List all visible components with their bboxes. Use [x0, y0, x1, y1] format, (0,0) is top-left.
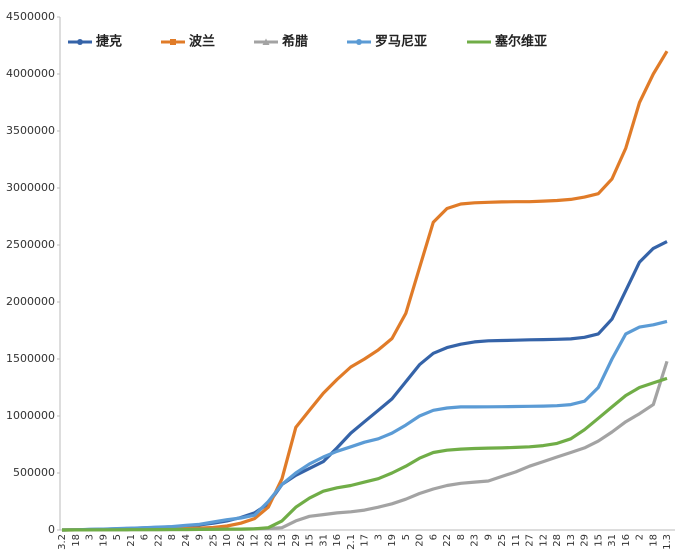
legend-label: 波兰 — [189, 34, 215, 50]
x-tick-label: 12 — [250, 534, 261, 547]
x-tick-label: 9 — [195, 534, 206, 540]
x-tick-label: 8 — [456, 534, 467, 540]
x-tick-label: 26 — [236, 534, 247, 547]
x-tick-label: 10 — [222, 534, 233, 547]
x-tick-label: 16 — [332, 534, 343, 547]
y-tick-label: 2000000 — [6, 295, 55, 308]
x-tick-label: 15 — [305, 534, 316, 547]
legend-marker — [170, 39, 176, 45]
x-tick-label: 25 — [497, 534, 508, 547]
x-tick-label: 3 — [373, 534, 384, 540]
legend-marker — [262, 38, 270, 45]
x-tick-label: 9 — [483, 534, 494, 540]
x-tick-label: 17 — [360, 534, 371, 547]
y-tick-label: 500000 — [13, 466, 55, 479]
x-tick-label: 31 — [607, 534, 618, 547]
legend-label: 捷克 — [96, 34, 122, 50]
x-tick-label: 5 — [401, 534, 412, 540]
x-tick-label: 18 — [648, 534, 659, 547]
x-tick-label: 12 — [538, 534, 549, 547]
y-tick-label: 3000000 — [6, 181, 55, 194]
series-line — [61, 319, 668, 532]
series-line — [61, 50, 669, 532]
legend-label: 罗马尼亚 — [375, 35, 427, 50]
series-line — [61, 240, 668, 532]
legend-marker — [356, 39, 362, 45]
x-tick-label: 13 — [277, 534, 288, 547]
x-tick-label: 5 — [112, 534, 123, 540]
x-tick-label: 1.3 — [662, 534, 673, 550]
x-tick-label: 28 — [263, 534, 274, 547]
y-tick-label: 0 — [48, 523, 55, 536]
x-tick-label: 29 — [580, 534, 591, 547]
x-tick-label: 13 — [566, 534, 577, 547]
x-tick-label: 6 — [140, 534, 151, 540]
x-tick-label: 15 — [593, 534, 604, 547]
x-tick-label: 20 — [415, 534, 426, 547]
series-line — [61, 376, 668, 532]
y-tick-label: 4500000 — [6, 10, 55, 23]
x-tick-label: 23 — [470, 534, 481, 547]
legend-label: 塞尔维亚 — [495, 34, 547, 50]
series-line — [61, 360, 669, 532]
x-tick-label: 18 — [71, 534, 82, 547]
x-tick-label: 29 — [291, 534, 302, 547]
x-tick-label: 3.2 — [57, 534, 68, 550]
x-tick-label: 19 — [98, 534, 109, 547]
x-tick-label: 22 — [442, 534, 453, 547]
x-tick-label: 21 — [126, 534, 137, 547]
x-tick-label: 3 — [85, 534, 96, 540]
x-tick-label: 2.1 — [346, 534, 357, 550]
legend: 捷克 波兰 希腊 罗马尼亚 塞尔维亚 — [68, 34, 547, 50]
x-tick-label: 25 — [208, 534, 219, 547]
legend-marker — [77, 39, 83, 45]
y-tick-label: 1500000 — [6, 352, 55, 365]
x-tick-label: 16 — [621, 534, 632, 547]
x-tick-label: 2 — [635, 534, 646, 540]
x-tick-label: 31 — [318, 534, 329, 547]
x-tick-label: 24 — [181, 534, 192, 547]
y-tick-label: 2500000 — [6, 238, 55, 251]
x-tick-label: 28 — [552, 534, 563, 547]
x-tick-label: 22 — [153, 534, 164, 547]
y-tick-label: 3500000 — [6, 124, 55, 137]
x-tick-label: 19 — [387, 534, 398, 547]
y-tick-label: 1000000 — [6, 409, 55, 422]
x-tick-label: 6 — [428, 534, 439, 540]
legend-label: 希腊 — [282, 34, 308, 50]
x-tick-label: 27 — [525, 534, 536, 547]
x-tick-label: 11 — [511, 534, 522, 547]
x-tick-label: 8 — [167, 534, 178, 540]
y-tick-label: 4000000 — [6, 67, 55, 80]
